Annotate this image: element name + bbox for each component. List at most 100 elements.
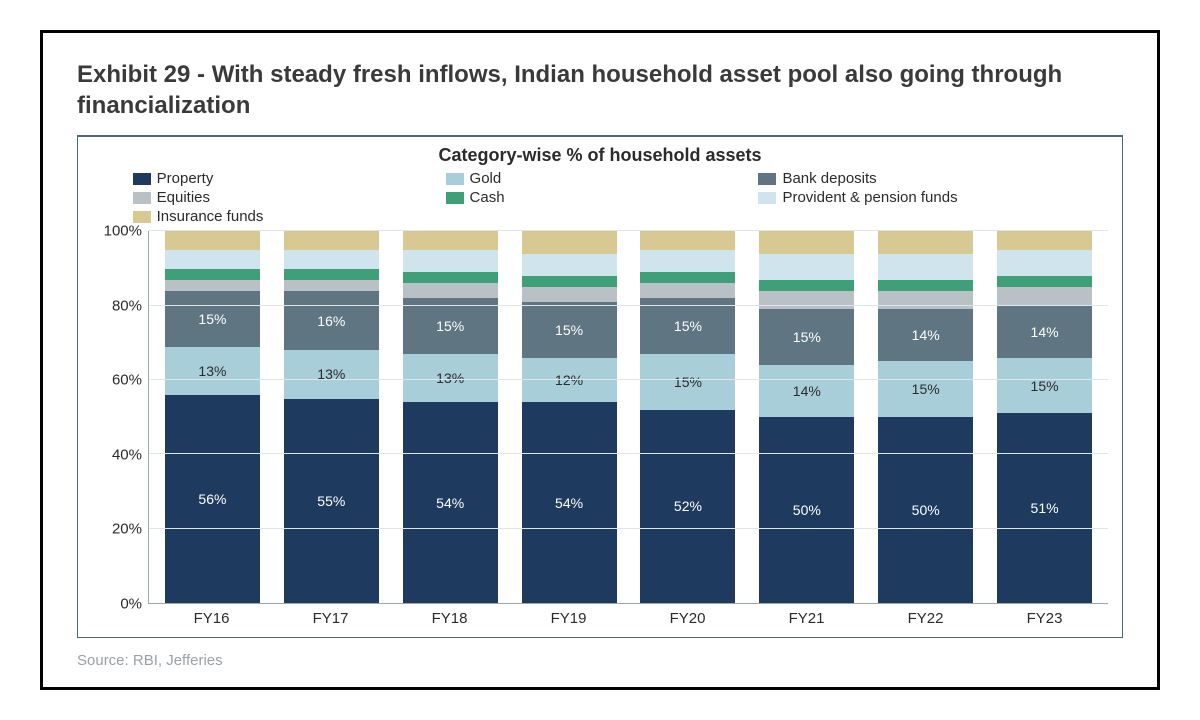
legend-item-provident: Provident & pension funds	[758, 189, 1067, 206]
legend-item-cash: Cash	[446, 189, 755, 206]
seg-equities	[522, 287, 617, 302]
source-text: Source: RBI, Jefferies	[77, 652, 1123, 669]
seg-equities	[284, 280, 379, 291]
seg-cash	[403, 272, 498, 283]
seg-bank_deposits: 16%	[284, 291, 379, 350]
legend-item-property: Property	[133, 170, 442, 187]
seg-bank_deposits: 15%	[165, 291, 260, 347]
legend-item-bank_deposits: Bank deposits	[758, 170, 1067, 187]
seg-cash	[522, 276, 617, 287]
seg-insurance	[997, 231, 1092, 250]
legend-swatch-provident	[758, 192, 776, 204]
x-label: FY21	[759, 610, 854, 627]
exhibit-title: Exhibit 29 - With steady fresh inflows, …	[77, 59, 1123, 121]
seg-equities	[997, 287, 1092, 306]
seg-insurance	[165, 231, 260, 250]
legend-label-bank_deposits: Bank deposits	[782, 170, 876, 187]
seg-gold: 13%	[165, 347, 260, 395]
legend-swatch-gold	[446, 173, 464, 185]
seg-equities	[403, 283, 498, 298]
x-label: FY22	[878, 610, 973, 627]
seg-bank_deposits: 15%	[403, 298, 498, 354]
legend-label-provident: Provident & pension funds	[782, 189, 957, 206]
legend-label-cash: Cash	[470, 189, 505, 206]
seg-provident	[165, 250, 260, 269]
seg-provident	[522, 254, 617, 276]
seg-bank_deposits: 15%	[522, 302, 617, 358]
gridline	[149, 379, 1108, 380]
seg-provident	[997, 250, 1092, 276]
x-axis-labels: FY16FY17FY18FY19FY20FY21FY22FY23	[92, 604, 1108, 627]
seg-insurance	[759, 231, 854, 253]
chart-box: Category-wise % of household assets Prop…	[77, 135, 1123, 638]
seg-property: 54%	[522, 402, 617, 603]
gridline	[149, 305, 1108, 306]
bar-FY22: 14%15%50%	[878, 231, 973, 603]
seg-property: 52%	[640, 410, 735, 603]
seg-gold: 12%	[522, 358, 617, 403]
y-tick: 0%	[120, 596, 142, 613]
x-label: FY20	[640, 610, 735, 627]
legend-swatch-cash	[446, 192, 464, 204]
seg-equities	[640, 283, 735, 298]
bar-FY18: 15%13%54%	[403, 231, 498, 603]
legend-item-insurance: Insurance funds	[133, 208, 442, 225]
legend-swatch-insurance	[133, 211, 151, 223]
x-label: FY18	[402, 610, 497, 627]
seg-property: 50%	[759, 417, 854, 603]
legend-swatch-property	[133, 173, 151, 185]
y-tick: 40%	[112, 446, 142, 463]
legend-label-gold: Gold	[470, 170, 502, 187]
y-tick: 100%	[104, 223, 142, 240]
seg-equities	[878, 291, 973, 310]
seg-bank_deposits: 14%	[878, 309, 973, 361]
bar-FY17: 16%13%55%	[284, 231, 379, 603]
seg-equities	[759, 291, 854, 310]
seg-provident	[759, 254, 854, 280]
chart-frame: Exhibit 29 - With steady fresh inflows, …	[40, 30, 1160, 690]
seg-property: 50%	[878, 417, 973, 603]
seg-gold: 15%	[997, 358, 1092, 414]
seg-bank_deposits: 14%	[997, 306, 1092, 358]
gridline	[149, 453, 1108, 454]
seg-property: 51%	[997, 413, 1092, 603]
seg-cash	[640, 272, 735, 283]
legend-label-insurance: Insurance funds	[157, 208, 264, 225]
seg-cash	[165, 269, 260, 280]
seg-provident	[640, 250, 735, 272]
y-tick: 80%	[112, 297, 142, 314]
gridline	[149, 230, 1108, 231]
y-tick: 60%	[112, 372, 142, 389]
bar-FY20: 15%15%52%	[640, 231, 735, 603]
seg-insurance	[522, 231, 617, 253]
seg-cash	[878, 280, 973, 291]
bar-FY23: 14%15%51%	[997, 231, 1092, 603]
bar-FY16: 15%13%56%	[165, 231, 260, 603]
legend-swatch-bank_deposits	[758, 173, 776, 185]
plot-area: 0%20%40%60%80%100% 15%13%56%16%13%55%15%…	[92, 231, 1108, 604]
seg-cash	[997, 276, 1092, 287]
x-label: FY23	[997, 610, 1092, 627]
x-label: FY16	[164, 610, 259, 627]
legend-label-property: Property	[157, 170, 214, 187]
plot: 15%13%56%16%13%55%15%13%54%15%12%54%15%1…	[148, 231, 1108, 604]
seg-property: 55%	[284, 399, 379, 603]
seg-provident	[284, 250, 379, 269]
legend-swatch-equities	[133, 192, 151, 204]
y-axis: 0%20%40%60%80%100%	[92, 231, 148, 604]
seg-cash	[759, 280, 854, 291]
seg-provident	[878, 254, 973, 280]
legend-item-gold: Gold	[446, 170, 755, 187]
seg-property: 56%	[165, 395, 260, 603]
bar-FY19: 15%12%54%	[522, 231, 617, 603]
seg-provident	[403, 250, 498, 272]
seg-insurance	[878, 231, 973, 253]
x-label: FY19	[521, 610, 616, 627]
seg-gold: 15%	[640, 354, 735, 410]
legend: PropertyGoldBank depositsEquitiesCashPro…	[133, 170, 1068, 225]
bar-FY21: 15%14%50%	[759, 231, 854, 603]
seg-cash	[284, 269, 379, 280]
gridline	[149, 528, 1108, 529]
seg-bank_deposits: 15%	[640, 298, 735, 354]
seg-gold: 13%	[284, 350, 379, 398]
